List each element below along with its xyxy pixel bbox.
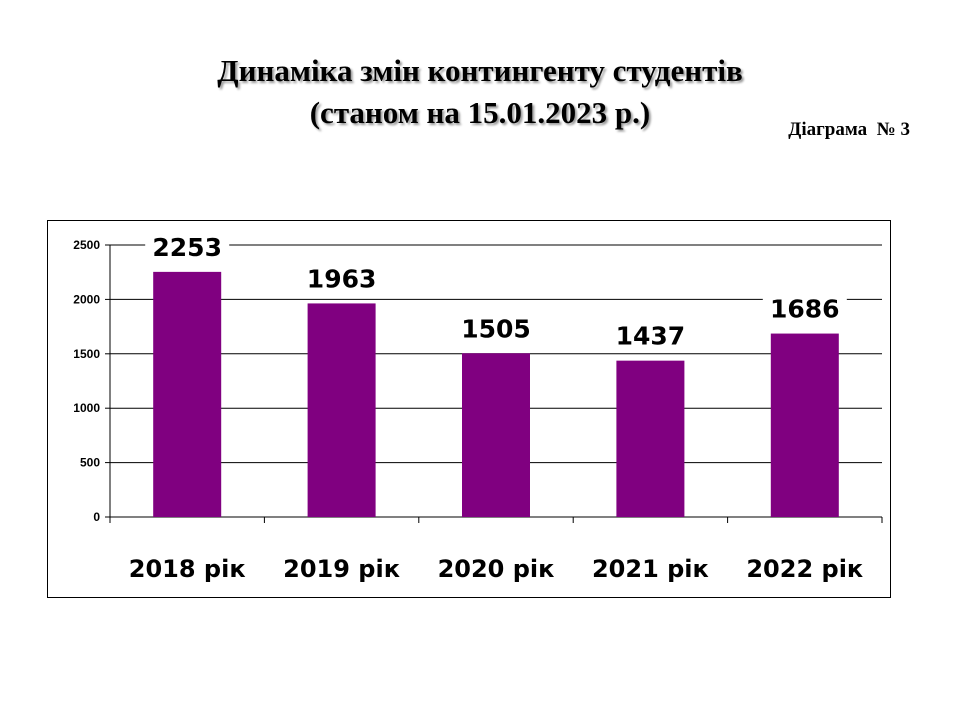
data-label: 2253 (152, 233, 222, 262)
data-label-background (454, 310, 538, 345)
data-label-background (299, 260, 384, 295)
data-label-background (608, 317, 693, 352)
diagram-number-label: Діаграма № 3 (788, 119, 910, 140)
y-tick-label: 2000 (73, 292, 100, 306)
data-label: 1437 (616, 322, 686, 351)
data-label: 1963 (307, 264, 377, 293)
y-tick-label: 0 (93, 510, 100, 524)
bar-2018 (153, 271, 222, 517)
chart-frame: 0 500 1000 1500 2000 2500 2253 2018 рік 1963 2019… (47, 220, 891, 598)
x-category-label: 2021 рік (592, 555, 709, 583)
bar-chart: 0 500 1000 1500 2000 2500 2253 2018 рік 1963 2019… (73, 228, 883, 583)
data-label: 1686 (770, 295, 840, 324)
bar-2020 (462, 353, 530, 517)
chart-title-line-1: Динаміка змін контингенту студентів (217, 53, 743, 88)
x-category-label: 2019 рік (283, 555, 400, 583)
y-tick-label: 500 (80, 456, 100, 470)
y-tick-label: 1500 (73, 347, 100, 361)
x-category-label: 2022 рік (746, 555, 863, 583)
y-tick-label: 2500 (73, 238, 100, 252)
data-label: 1505 (461, 314, 531, 343)
data-label-background (145, 228, 230, 263)
y-tick-label: 1000 (73, 401, 100, 415)
bar-2019 (307, 303, 376, 517)
chart-title: Динаміка змін контингенту студентів (ста… (0, 50, 960, 134)
x-category-label: 2018 рік (129, 555, 246, 583)
bar-2022 (770, 333, 839, 517)
bar-2021 (616, 360, 685, 517)
data-label-background (762, 290, 847, 325)
x-category-label: 2020 рік (438, 555, 555, 583)
chart-title-line-2: (станом на 15.01.2023 р.) (309, 95, 651, 130)
